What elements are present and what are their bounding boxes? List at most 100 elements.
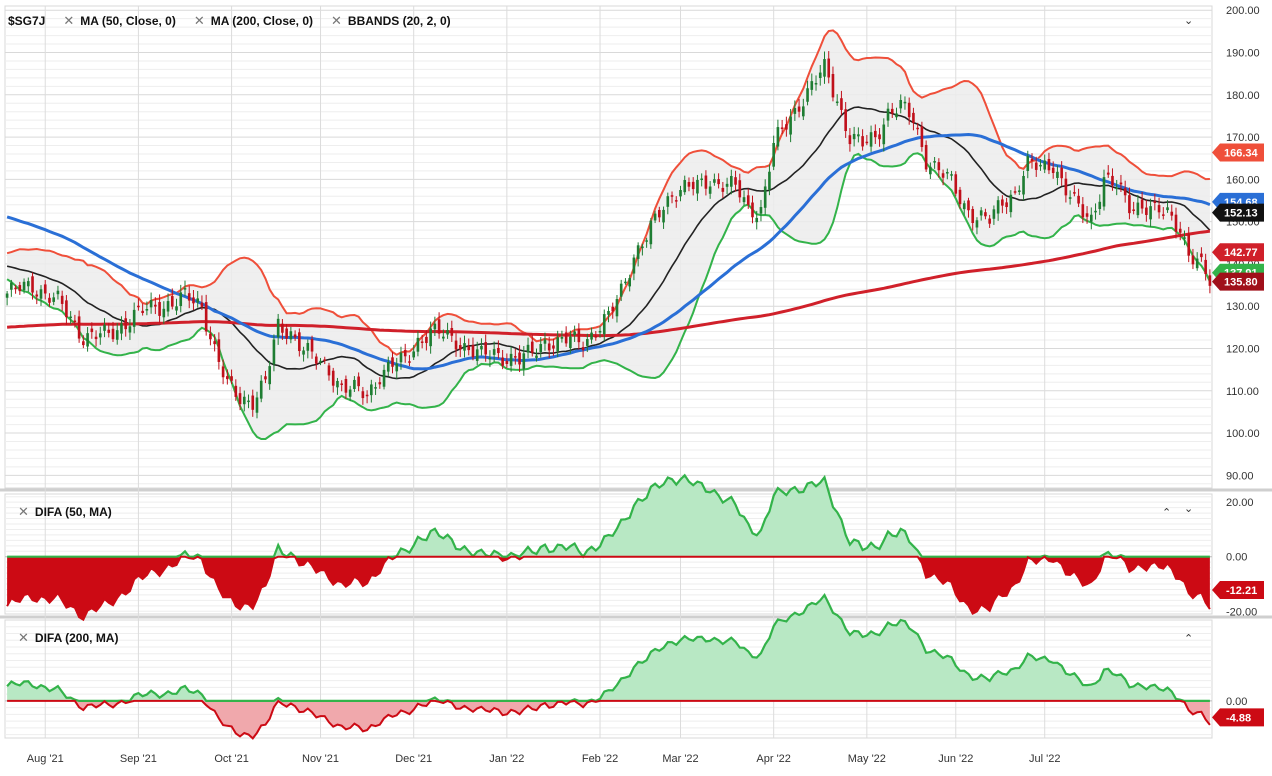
bbands-lower-line — [6, 152, 1211, 440]
candle — [132, 309, 136, 327]
candle — [742, 197, 746, 203]
close-icon[interactable]: ✕ — [331, 13, 342, 28]
candle — [751, 202, 754, 218]
legend-ma50[interactable]: MA (50, Close, 0) — [80, 14, 176, 28]
candle — [98, 333, 102, 338]
legend-bbands[interactable]: BBANDS (20, 2, 0) — [347, 14, 451, 28]
candle — [1064, 178, 1068, 196]
y-tick-label: 180.00 — [1226, 90, 1260, 102]
price-tag-bg — [1212, 143, 1264, 162]
candle — [1089, 214, 1093, 222]
candle — [251, 395, 255, 410]
x-tick-label: Nov '21 — [302, 753, 339, 765]
close-icon[interactable]: ✕ — [18, 504, 29, 519]
candle — [776, 127, 780, 147]
price-tag: 142.77 — [1212, 243, 1264, 262]
close-icon[interactable]: ✕ — [18, 630, 29, 645]
candle — [598, 330, 602, 333]
candle — [374, 387, 377, 389]
candle — [39, 289, 43, 299]
x-tick-label: Jan '22 — [489, 753, 524, 765]
candle — [975, 220, 979, 228]
price-legend: $SG7J ✕ MA (50, Close, 0) ✕ MA (200, Clo… — [8, 13, 451, 29]
candle — [1081, 204, 1085, 218]
candle — [412, 351, 415, 358]
candle — [327, 365, 331, 376]
candle — [103, 324, 106, 331]
candle — [52, 297, 56, 302]
candle — [365, 394, 369, 397]
x-tick-label: Apr '22 — [756, 753, 791, 765]
candle — [471, 345, 475, 358]
y-tick-label: 20.00 — [1226, 497, 1254, 509]
chevron-down-icon[interactable]: ⌄ — [1184, 502, 1194, 515]
candle — [382, 369, 386, 387]
candle — [514, 356, 517, 358]
candle — [446, 329, 449, 335]
candle — [323, 359, 327, 361]
candle — [149, 300, 153, 308]
candle — [276, 318, 280, 338]
candle — [1106, 172, 1110, 175]
candle — [170, 296, 174, 307]
candle — [662, 209, 665, 223]
candle — [1178, 228, 1182, 233]
legend-ma200[interactable]: MA (200, Close, 0) — [210, 14, 314, 28]
candle — [319, 360, 322, 363]
candle — [353, 379, 356, 390]
candle — [65, 300, 68, 318]
candle — [77, 316, 81, 339]
candle — [1039, 164, 1042, 167]
x-tick-label: Feb '22 — [582, 753, 618, 765]
candle — [1068, 197, 1072, 199]
candle — [941, 173, 945, 178]
candle — [505, 360, 509, 364]
candle — [971, 209, 975, 224]
candle — [43, 284, 47, 294]
candle — [878, 134, 881, 140]
candle — [196, 298, 200, 303]
candle — [844, 109, 847, 132]
difa50-value-tag: -12.21 — [1212, 581, 1264, 600]
candle — [501, 357, 504, 366]
candle — [22, 281, 26, 290]
candle — [281, 323, 284, 333]
candle — [509, 353, 513, 366]
candle — [192, 297, 195, 304]
candle — [454, 340, 458, 350]
candle — [789, 116, 792, 135]
candle — [763, 186, 767, 208]
candle — [408, 361, 411, 363]
candle — [429, 328, 432, 347]
candle — [945, 172, 949, 174]
candle — [818, 72, 822, 79]
close-icon[interactable]: ✕ — [63, 13, 75, 28]
candle — [1102, 177, 1106, 207]
candle — [416, 337, 420, 352]
candle — [1136, 202, 1140, 216]
candle — [1145, 207, 1148, 215]
candle — [912, 112, 915, 123]
candle — [547, 343, 551, 351]
legend-difa200[interactable]: DIFA (200, MA) — [34, 631, 119, 645]
candle — [86, 333, 89, 347]
price-tag-label: 135.80 — [1224, 277, 1258, 289]
candle — [802, 106, 805, 117]
close-icon[interactable]: ✕ — [193, 13, 205, 28]
price-tag-bg — [1212, 243, 1264, 262]
chevron-up-icon[interactable]: ⌃ — [1184, 632, 1194, 645]
candle — [1183, 237, 1186, 239]
candle — [670, 195, 674, 197]
x-tick-label: Aug '21 — [27, 753, 64, 765]
candle — [721, 187, 725, 192]
chevron-up-icon[interactable]: ⌃ — [1162, 506, 1172, 519]
legend-difa50[interactable]: DIFA (50, MA) — [34, 505, 112, 519]
candle — [234, 385, 238, 397]
chevron-down-icon[interactable]: ⌄ — [1184, 14, 1194, 27]
ma200-line — [6, 229, 1211, 338]
y-tick-label: 200.00 — [1226, 5, 1260, 17]
candle — [814, 82, 818, 85]
price-tag-bg — [1212, 272, 1264, 291]
price-tag: 166.34 — [1212, 143, 1264, 162]
